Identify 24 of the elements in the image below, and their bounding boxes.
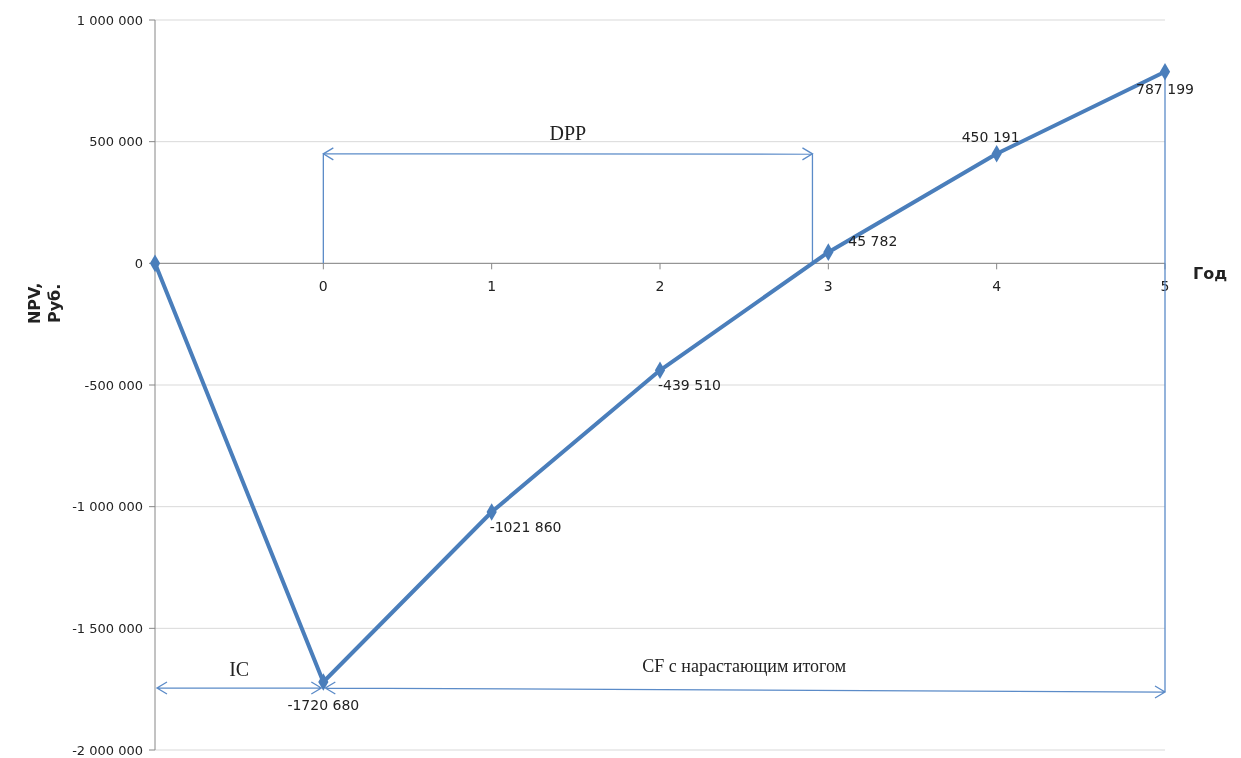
x-tick-label: 3 — [823, 278, 833, 295]
y-tick-label: 0 — [134, 255, 143, 271]
data-label: -1021 860 — [489, 518, 562, 535]
y-tick-label: 1 000 000 — [76, 12, 143, 28]
data-label: 45 782 — [848, 233, 898, 250]
x-tick-label: 5 — [1160, 278, 1170, 295]
data-label: 450 191 — [961, 128, 1020, 145]
y-tick-label: -1 500 000 — [72, 620, 143, 636]
y-axis-title: NPV, Руб. — [25, 282, 64, 325]
data-label: 787 199 — [1136, 80, 1194, 97]
y-tick-label: -500 000 — [84, 377, 143, 393]
x-tick-label: 0 — [318, 278, 328, 295]
y-tick-label: -2 000 000 — [72, 742, 143, 758]
y-tick-label: 500 000 — [89, 134, 143, 150]
x-tick-label: 2 — [655, 278, 665, 295]
annotation: CF с нарастающим итогом — [642, 656, 847, 677]
data-label: -1720 680 — [287, 697, 360, 714]
x-tick-label: 1 — [487, 278, 497, 295]
x-tick-label: 4 — [992, 278, 1002, 295]
annotation: DPP — [549, 121, 587, 144]
x-axis-title: Год — [1193, 264, 1228, 284]
data-label: -439 510 — [658, 377, 721, 394]
annotation: IC — [229, 658, 250, 681]
y-tick-label: -1 000 000 — [72, 499, 143, 515]
